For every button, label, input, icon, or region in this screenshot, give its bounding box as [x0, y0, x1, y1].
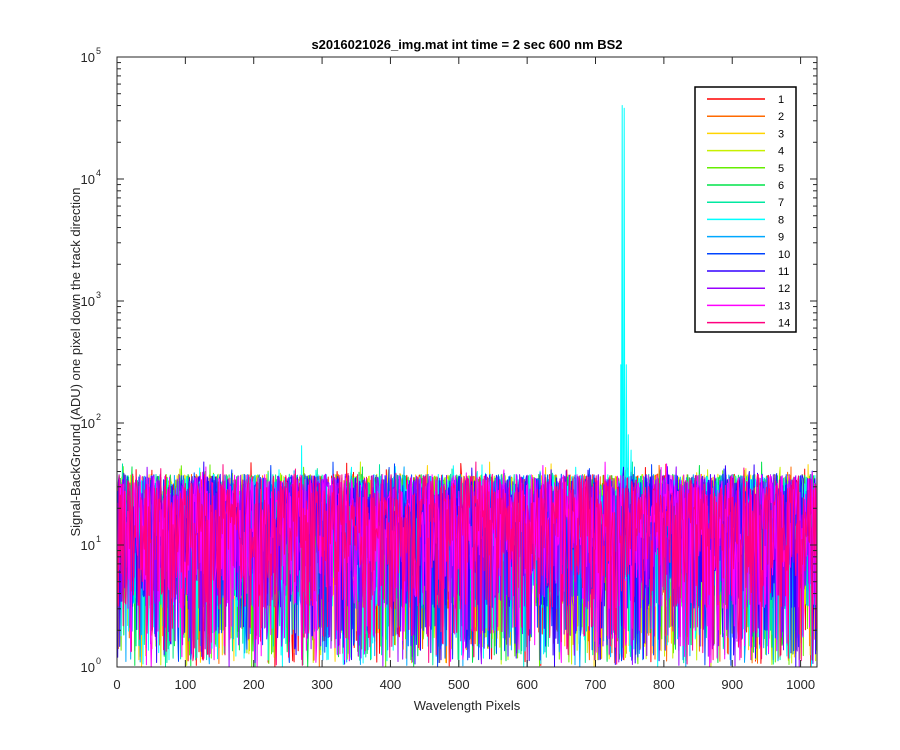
y-axis-label: Signal-BackGround (ADU) one pixel down t…	[68, 187, 83, 536]
legend-label-4: 4	[778, 146, 784, 158]
x-axis-label: Wavelength Pixels	[414, 698, 521, 713]
y-tick-label-exponent: 4	[96, 168, 101, 178]
x-tick-label: 200	[243, 677, 265, 692]
y-tick-label-base: 10	[81, 538, 95, 553]
x-tick-label: 100	[175, 677, 197, 692]
y-tick-label: 10 3	[81, 290, 101, 309]
legend-label-14: 14	[778, 318, 790, 330]
y-tick-label-exponent: 3	[96, 290, 101, 300]
y-tick-label: 10 2	[81, 412, 101, 431]
legend-label-9: 9	[778, 232, 784, 244]
x-tick-label: 700	[585, 677, 607, 692]
series-line-14	[116, 461, 818, 666]
y-tick-label-exponent: 5	[96, 46, 101, 56]
x-tick-label: 1000	[786, 677, 815, 692]
legend-label-8: 8	[778, 214, 784, 226]
y-tick-label-exponent: 2	[96, 412, 101, 422]
x-tick-label: 0	[113, 677, 120, 692]
x-tick-label: 400	[380, 677, 402, 692]
legend-label-3: 3	[778, 128, 784, 140]
y-tick-label: 10 0	[81, 656, 101, 675]
x-tick-label: 600	[516, 677, 538, 692]
legend-label-11: 11	[778, 266, 789, 278]
y-tick-label-base: 10	[81, 294, 95, 309]
y-tick-label-exponent: 0	[96, 656, 101, 666]
y-tick-label-base: 10	[81, 50, 95, 65]
series-layer	[116, 105, 818, 668]
x-tick-label: 300	[311, 677, 333, 692]
legend-label-10: 10	[778, 249, 790, 261]
y-tick-label: 10 5	[81, 46, 101, 65]
legend-label-6: 6	[778, 180, 784, 192]
legend-label-12: 12	[778, 283, 790, 295]
y-tick-label: 10 1	[81, 534, 101, 553]
legend-label-7: 7	[778, 197, 784, 209]
y-tick-label-base: 10	[81, 172, 95, 187]
legend-label-5: 5	[778, 163, 784, 175]
y-tick-label-exponent: 1	[96, 534, 101, 544]
axes-box	[116, 56, 818, 668]
y-tick-label: 10 4	[81, 168, 101, 187]
legend-label-1: 1	[778, 94, 784, 106]
y-tick-label-base: 10	[81, 416, 95, 431]
chart-title: s2016021026_img.mat int time = 2 sec 600…	[311, 37, 622, 52]
legend-label-2: 2	[778, 111, 784, 123]
x-tick-label: 500	[448, 677, 470, 692]
legend-box	[694, 86, 797, 333]
legend-label-13: 13	[778, 300, 790, 312]
x-tick-label: 800	[653, 677, 675, 692]
x-tick-label: 900	[721, 677, 743, 692]
y-tick-label-base: 10	[81, 660, 95, 675]
